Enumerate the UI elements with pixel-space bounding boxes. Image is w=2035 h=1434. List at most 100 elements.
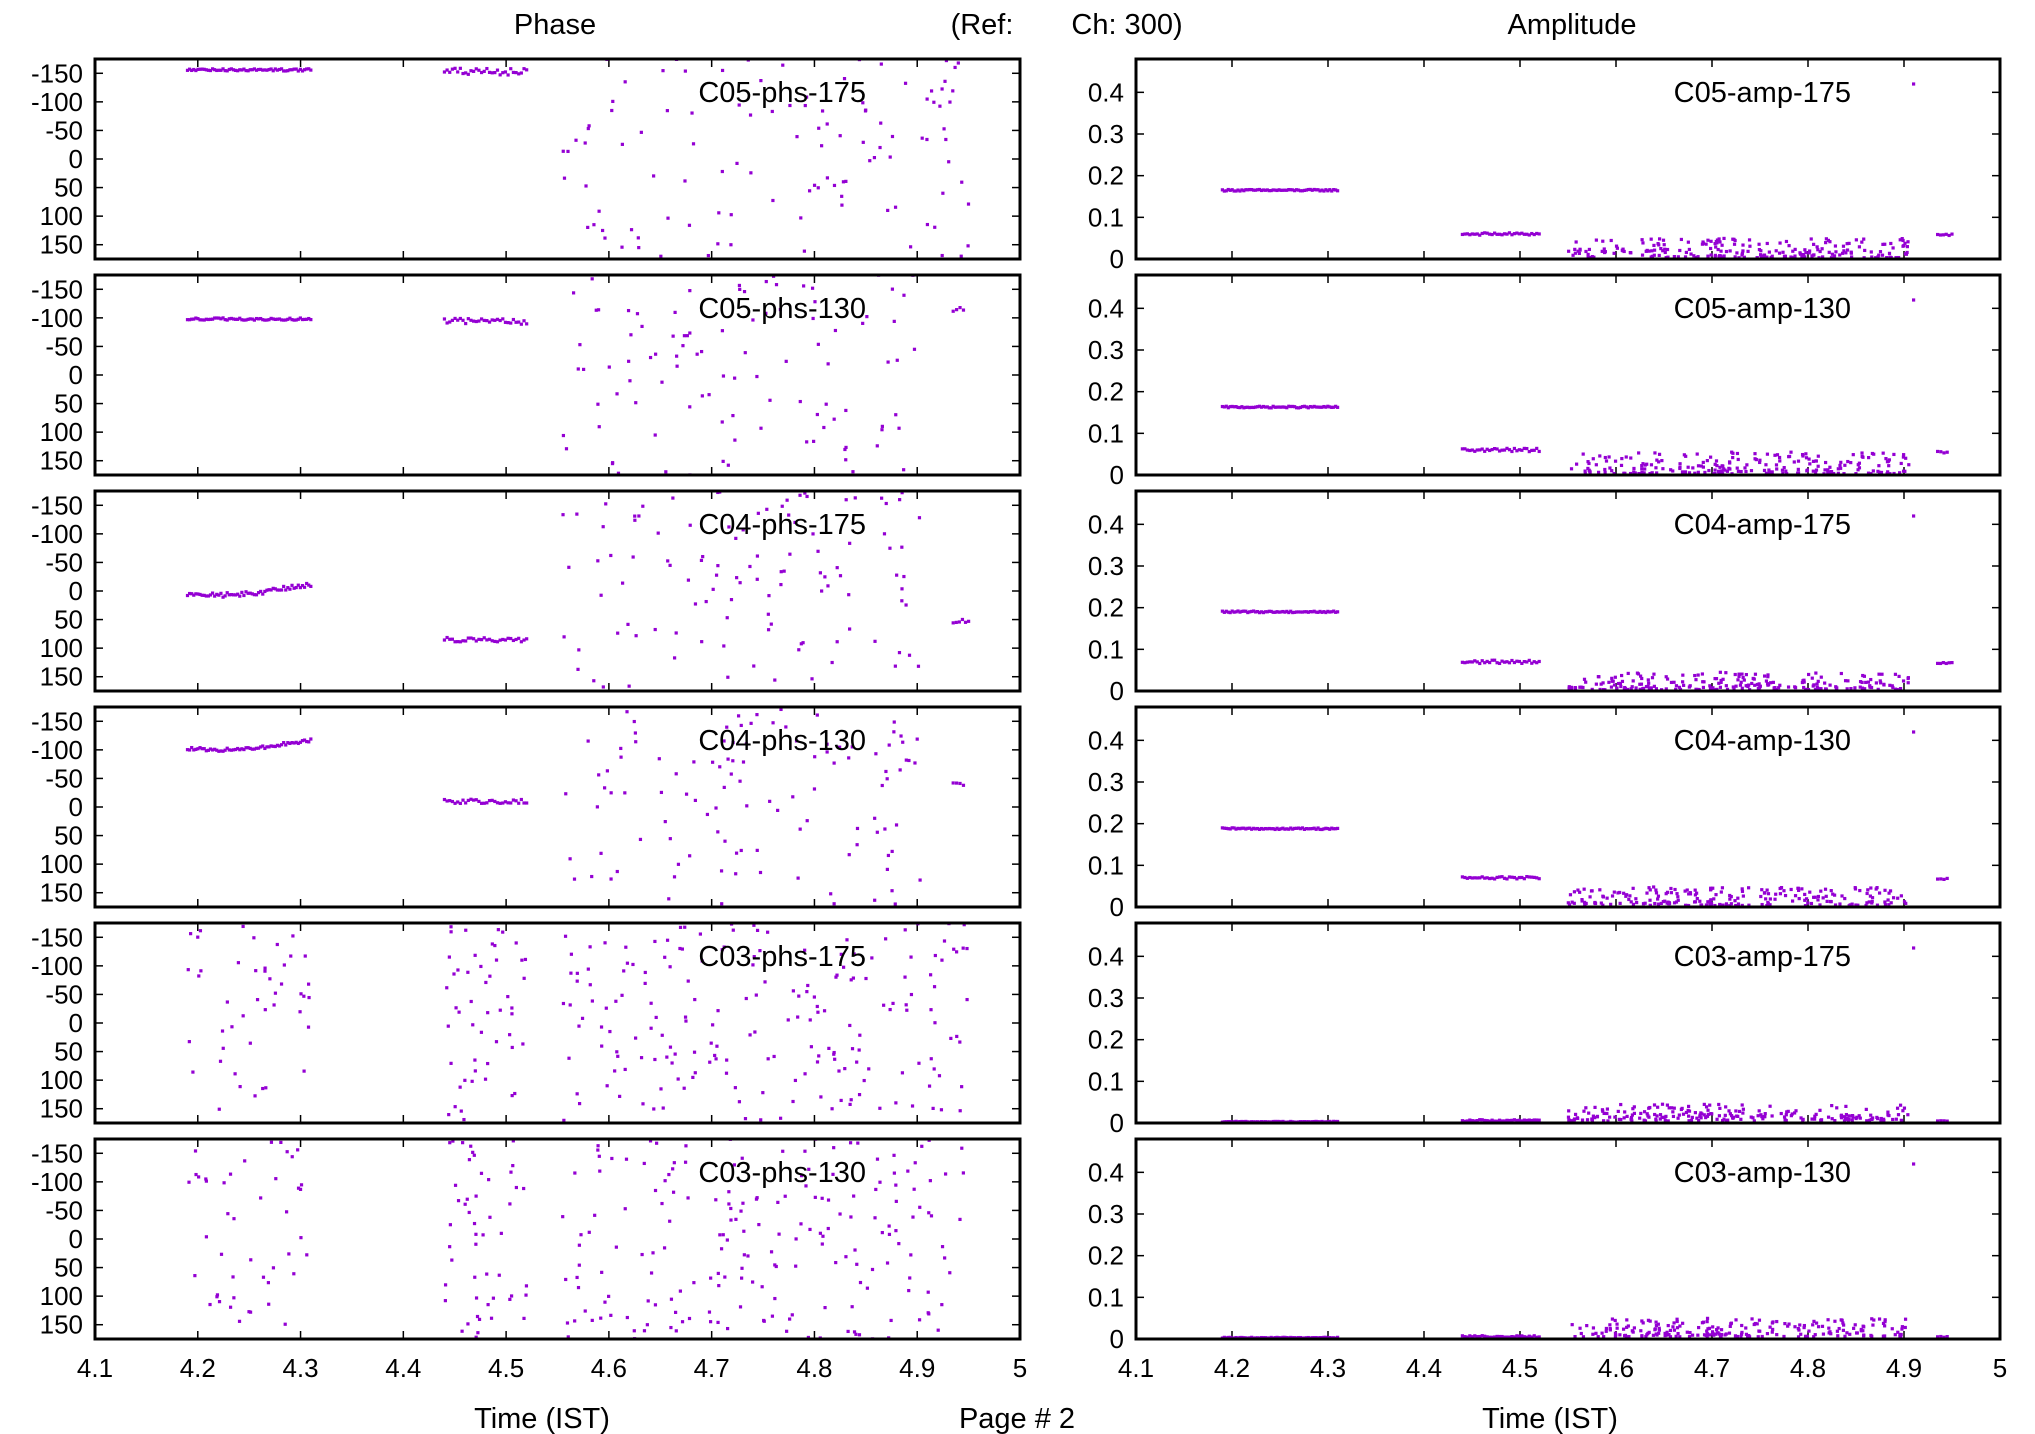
data-point (1744, 1332, 1749, 1336)
data-point (1789, 1114, 1793, 1118)
data-point (1897, 471, 1902, 475)
data-point (648, 1139, 653, 1143)
data-point (917, 516, 922, 520)
data-point (1220, 404, 1224, 409)
y-tick-label: 50 (54, 1037, 83, 1067)
data-point (918, 1205, 922, 1209)
data-point (509, 801, 513, 805)
data-point (485, 319, 489, 323)
data-point (716, 491, 720, 495)
data-point (1661, 467, 1665, 471)
data-point (200, 747, 204, 751)
data-point (1695, 452, 1699, 456)
data-point (1886, 470, 1890, 474)
data-point (848, 541, 852, 545)
data-point (1619, 463, 1624, 468)
data-point (1678, 466, 1682, 471)
data-point (813, 300, 817, 304)
data-point (653, 1057, 657, 1062)
data-points (185, 707, 966, 906)
data-point (1947, 661, 1951, 665)
data-point (807, 1167, 811, 1171)
data-point (633, 518, 637, 522)
data-point (240, 318, 244, 322)
data-point (1666, 1119, 1670, 1123)
data-point (1238, 189, 1242, 193)
data-point (482, 318, 486, 323)
data-point (815, 412, 819, 417)
data-point (452, 972, 456, 976)
data-point (1613, 1331, 1618, 1335)
data-point (1567, 249, 1571, 253)
data-point (770, 1314, 775, 1318)
data-point (699, 558, 704, 563)
data-point (1599, 901, 1603, 905)
data-point (1493, 658, 1497, 662)
data-point (1578, 890, 1582, 894)
data-point (1701, 685, 1706, 690)
data-point (1849, 460, 1853, 465)
data-point (225, 1000, 229, 1004)
data-point (763, 980, 767, 984)
data-point (768, 398, 772, 402)
data-point (1510, 1335, 1514, 1339)
data-point (1279, 188, 1283, 192)
data-point (206, 594, 211, 598)
data-point (831, 1172, 835, 1176)
data-point (1889, 901, 1893, 905)
data-point (1898, 238, 1902, 242)
data-point (1739, 469, 1743, 474)
data-point (1584, 1106, 1588, 1110)
data-point (960, 180, 964, 184)
data-point (880, 783, 884, 788)
data-point (445, 986, 449, 990)
data-point (226, 1212, 230, 1216)
data-point (1883, 903, 1888, 907)
data-point (1802, 1323, 1806, 1328)
data-point (1537, 1118, 1541, 1122)
data-point (1823, 681, 1827, 685)
data-point (442, 638, 447, 642)
data-point (1705, 1316, 1710, 1320)
data-point (609, 791, 613, 795)
data-point (903, 975, 907, 979)
data-point (217, 593, 221, 597)
data-point (1809, 901, 1814, 906)
data-point (1289, 404, 1293, 409)
data-point (198, 318, 202, 322)
data-point (815, 713, 819, 717)
data-point (453, 316, 457, 321)
data-point (1253, 827, 1258, 831)
data-point (848, 1102, 852, 1107)
data-point (1587, 468, 1591, 472)
y-tick-label: -100 (31, 1167, 83, 1197)
data-point (648, 355, 653, 360)
data-point (1644, 1334, 1648, 1339)
data-point (456, 800, 460, 804)
data-point (1657, 1328, 1661, 1332)
data-point (1828, 899, 1833, 904)
data-point (1285, 188, 1289, 192)
data-point (1244, 1119, 1248, 1123)
data-point (509, 321, 513, 325)
data-point (1739, 1117, 1743, 1121)
data-point (1632, 1105, 1636, 1109)
data-point (837, 1069, 841, 1073)
data-point (1807, 457, 1811, 461)
data-point (1779, 885, 1784, 890)
data-point (1618, 901, 1622, 905)
data-point (1232, 405, 1236, 409)
data-point (852, 1330, 857, 1334)
data-point (1287, 187, 1291, 192)
data-point (1585, 1118, 1590, 1122)
data-point (1259, 1335, 1264, 1339)
data-point (1252, 609, 1256, 613)
data-point (1843, 1117, 1848, 1121)
data-point (865, 315, 869, 319)
data-point (263, 318, 267, 322)
data-point (637, 246, 641, 250)
data-point (1601, 681, 1605, 685)
data-point (1619, 684, 1623, 689)
data-point (1796, 467, 1800, 471)
data-point (1512, 446, 1517, 451)
